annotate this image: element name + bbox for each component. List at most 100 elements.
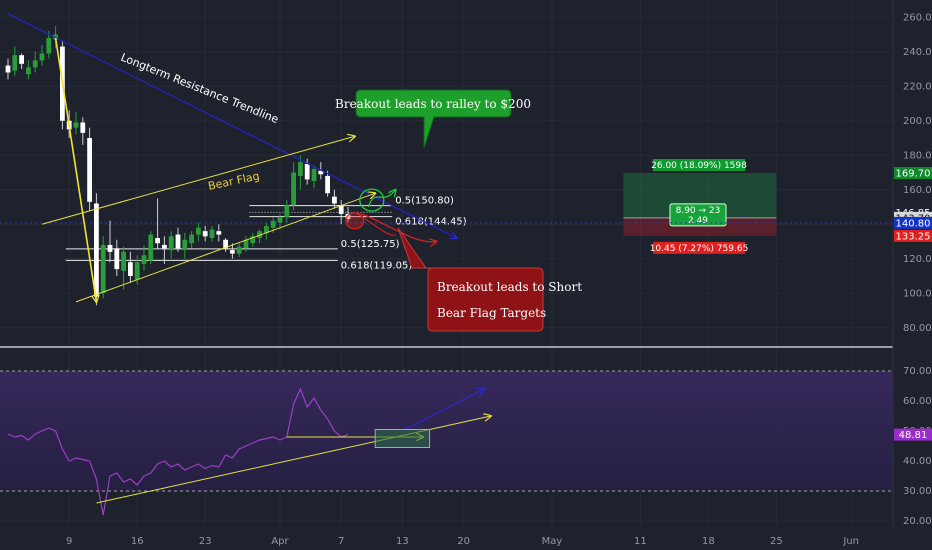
price-badge: 140.80: [894, 216, 932, 229]
candle-body: [304, 163, 310, 180]
candle-body: [87, 138, 92, 202]
fib-label: 0.5(125.75): [341, 239, 400, 250]
candle-body: [230, 250, 235, 254]
candle-body: [216, 231, 222, 235]
candle-body: [107, 244, 113, 252]
rsi-line: [7, 387, 349, 516]
bear-flag-upper-line[interactable]: [41, 136, 355, 225]
candle-body: [80, 122, 86, 133]
resistance-trendline-label[interactable]: Longterm Resistance Trendline: [119, 51, 281, 126]
bear-flag-lower-line[interactable]: [75, 193, 375, 303]
price-tick-label: 240.00: [903, 47, 932, 58]
callout-short[interactable]: Breakout leads to Short Bear Flag Targets: [397, 227, 582, 332]
time-tick-label: 25: [770, 536, 783, 547]
candle-body: [189, 234, 194, 244]
candle: [291, 162, 296, 211]
time-tick-label: 7: [338, 536, 344, 547]
ratio-label-line-1: 8.90 → 23: [676, 206, 721, 216]
candle: [5, 58, 11, 80]
price-tick-label: 180.00: [903, 150, 932, 161]
candle-body: [223, 239, 228, 249]
breakout-circle-red[interactable]: [345, 212, 365, 230]
candle-body: [250, 236, 256, 244]
candle: [128, 251, 133, 283]
callout-ralley[interactable]: Breakout leads to ralley to $200: [335, 89, 531, 149]
rsi-highlight-box[interactable]: [374, 429, 431, 448]
candle-body: [209, 229, 215, 239]
candle-body: [134, 262, 140, 280]
time-tick-label: 20: [457, 536, 470, 547]
price-tick-label: 120.00: [903, 254, 932, 265]
loss-label-text: 10.45 (7.27%) 759.65: [650, 244, 749, 254]
time-tick-label: 23: [199, 536, 212, 547]
breakout-up-arrow[interactable]: [367, 190, 395, 208]
price-tick-label: 160.00: [903, 185, 932, 196]
time-tick-label: May: [542, 536, 563, 547]
drop-arrow[interactable]: [54, 37, 97, 302]
candle-body: [5, 65, 11, 73]
breakout-circle-green[interactable]: [359, 188, 385, 212]
candle: [175, 227, 181, 252]
candle: [338, 200, 344, 225]
candle: [332, 189, 337, 209]
candle-body: [26, 67, 31, 75]
candle-body: [284, 205, 290, 218]
candle: [73, 112, 79, 135]
price-tick-label: 80.00: [903, 323, 932, 334]
candle: [141, 244, 147, 271]
ratio-label-line-2: 2.49: [688, 216, 708, 226]
resistance-trendline[interactable]: [7, 13, 457, 238]
time-tick-label: 18: [702, 536, 715, 547]
rsi-panel: [7, 387, 491, 516]
profit-label-text: 26.00 (18.09%) 1598: [651, 161, 747, 171]
price-tick-label: 260.00: [903, 12, 932, 23]
loss-label-bg: [653, 241, 745, 254]
price-tick-label: 220.00: [903, 81, 932, 92]
trendlines[interactable]: [7, 13, 457, 303]
candle-body: [114, 248, 120, 270]
loss-label: 10.45 (7.27%) 759.65: [650, 241, 749, 254]
candle-body: [94, 203, 99, 297]
callout-short-bubble: [397, 227, 544, 332]
price-tick-label: 200.00: [903, 116, 932, 127]
candle-body: [298, 162, 303, 176]
long-position-tool[interactable]: 26.00 (18.09%) 1598 10.45 (7.27%) 759.65 8…: [623, 159, 777, 254]
short-path-sketch[interactable]: [354, 211, 396, 236]
rsi-badge: 48.81: [894, 428, 932, 441]
candle: [277, 213, 283, 230]
rsi-badge-text: 48.81: [899, 430, 928, 441]
candle-body: [121, 251, 126, 271]
candle: [155, 198, 160, 249]
candle-body: [148, 234, 154, 261]
candle-body: [175, 234, 181, 249]
candle-body: [202, 231, 208, 237]
rsi-band: [0, 370, 893, 492]
fib-label: 0.618(144.45): [395, 217, 467, 228]
candle-body: [168, 236, 174, 251]
candle: [298, 155, 303, 190]
candle-body: [141, 255, 147, 264]
candle-body: [338, 205, 344, 214]
fib-label: 0.5(150.80): [395, 196, 454, 207]
time-tick-label: Apr: [271, 536, 289, 547]
candle-body: [264, 225, 269, 233]
candle: [168, 231, 174, 259]
candle: [121, 246, 126, 290]
time-tick-label: 16: [131, 536, 144, 547]
candle: [325, 170, 330, 197]
price-badge: 169.70: [894, 167, 932, 180]
rsi-tick-label: 20.00: [903, 516, 932, 527]
candle-body: [311, 169, 317, 182]
candle: [209, 225, 215, 242]
callout-short-text: Bear Flag Targets: [437, 306, 546, 320]
rsi-blue-arrow[interactable]: [402, 389, 484, 432]
profit-label: 26.00 (18.09%) 1598: [651, 159, 747, 172]
candle: [87, 127, 92, 211]
candle-body: [243, 239, 249, 249]
candle: [202, 225, 208, 242]
price-badge: 133.25: [894, 229, 932, 242]
axes: 80.00100.00120.00140.00160.00180.00200.0…: [66, 0, 932, 547]
